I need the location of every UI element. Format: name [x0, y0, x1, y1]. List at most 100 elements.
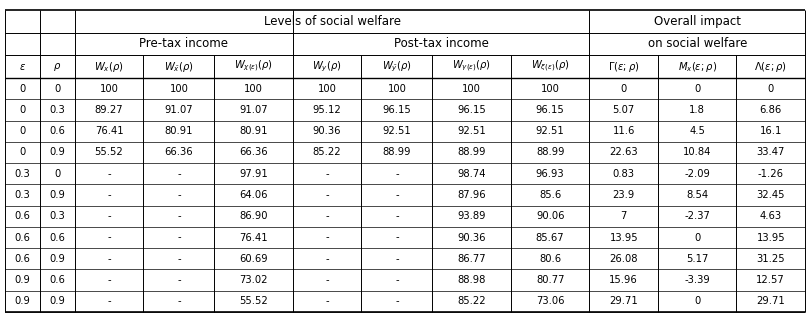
Text: 0: 0: [54, 169, 61, 179]
Text: 85.22: 85.22: [458, 296, 486, 306]
Text: 100: 100: [100, 84, 118, 94]
Text: 0.9: 0.9: [15, 296, 31, 306]
Text: 80.6: 80.6: [539, 254, 561, 264]
Text: 100: 100: [541, 84, 560, 94]
Text: $W_{\bar{x}}(\rho)$: $W_{\bar{x}}(\rho)$: [164, 60, 194, 74]
Text: 80.91: 80.91: [239, 126, 268, 136]
Text: 88.99: 88.99: [382, 147, 411, 158]
Text: 0.6: 0.6: [15, 233, 31, 243]
Text: 13.95: 13.95: [609, 233, 638, 243]
Text: -: -: [177, 254, 181, 264]
Text: -: -: [107, 211, 111, 221]
Text: 0.83: 0.83: [612, 169, 635, 179]
Text: 66.36: 66.36: [239, 147, 268, 158]
Text: 0: 0: [19, 147, 26, 158]
Text: 85.6: 85.6: [539, 190, 561, 200]
Text: 100: 100: [387, 84, 407, 94]
Text: 98.74: 98.74: [458, 169, 486, 179]
Text: -3.39: -3.39: [684, 275, 710, 285]
Text: 32.45: 32.45: [757, 190, 785, 200]
Text: -: -: [326, 275, 329, 285]
Text: -: -: [326, 296, 329, 306]
Text: 23.9: 23.9: [612, 190, 635, 200]
Text: 64.06: 64.06: [239, 190, 268, 200]
Text: -: -: [107, 233, 111, 243]
Text: $M_x(\epsilon;\rho)$: $M_x(\epsilon;\rho)$: [678, 60, 717, 74]
Text: 86.77: 86.77: [458, 254, 486, 264]
Text: 29.71: 29.71: [757, 296, 785, 306]
Text: $\rho$: $\rho$: [53, 61, 62, 73]
Text: 88.99: 88.99: [458, 147, 486, 158]
Text: 5.07: 5.07: [612, 105, 635, 115]
Text: $W_{\xi(\epsilon)}(\rho)$: $W_{\xi(\epsilon)}(\rho)$: [531, 59, 569, 74]
Text: -: -: [107, 169, 111, 179]
Text: 80.91: 80.91: [164, 126, 193, 136]
Text: 0: 0: [620, 84, 627, 94]
Text: -: -: [177, 190, 181, 200]
Text: 95.12: 95.12: [313, 105, 342, 115]
Text: -: -: [395, 233, 399, 243]
Text: -: -: [177, 296, 181, 306]
Text: 0.6: 0.6: [49, 126, 66, 136]
Text: 0.9: 0.9: [49, 254, 66, 264]
Text: 80.77: 80.77: [536, 275, 565, 285]
Text: 85.67: 85.67: [536, 233, 565, 243]
Text: 10.84: 10.84: [683, 147, 711, 158]
Text: 91.07: 91.07: [239, 105, 268, 115]
Text: 13.95: 13.95: [757, 233, 785, 243]
Text: 96.93: 96.93: [536, 169, 565, 179]
Text: 22.63: 22.63: [609, 147, 638, 158]
Text: 55.52: 55.52: [95, 147, 123, 158]
Text: 73.06: 73.06: [536, 296, 565, 306]
Text: -: -: [395, 275, 399, 285]
Text: -1.26: -1.26: [757, 169, 784, 179]
Text: 7: 7: [620, 211, 627, 221]
Text: Pre-tax income: Pre-tax income: [139, 37, 228, 50]
Text: 0.3: 0.3: [49, 105, 66, 115]
Text: $\epsilon$: $\epsilon$: [19, 61, 26, 72]
Text: $W_{\gamma(\epsilon)}(\rho)$: $W_{\gamma(\epsilon)}(\rho)$: [452, 59, 491, 74]
Text: -: -: [395, 169, 399, 179]
Text: -: -: [395, 211, 399, 221]
Text: 90.36: 90.36: [458, 233, 486, 243]
Text: -: -: [395, 190, 399, 200]
Text: 0: 0: [19, 126, 26, 136]
Text: 0.6: 0.6: [15, 211, 31, 221]
Text: 100: 100: [244, 84, 263, 94]
Text: 1.8: 1.8: [689, 105, 706, 115]
Text: 33.47: 33.47: [757, 147, 785, 158]
Text: Levels of social welfare: Levels of social welfare: [263, 15, 401, 28]
Text: Post-tax income: Post-tax income: [394, 37, 488, 50]
Text: -: -: [177, 169, 181, 179]
Text: 96.15: 96.15: [382, 105, 411, 115]
Text: 0.9: 0.9: [49, 296, 66, 306]
Text: 97.91: 97.91: [239, 169, 268, 179]
Text: $\Gamma(\epsilon;\rho)$: $\Gamma(\epsilon;\rho)$: [608, 60, 640, 74]
Text: 0: 0: [54, 84, 61, 94]
Text: 89.27: 89.27: [95, 105, 123, 115]
Text: 4.5: 4.5: [689, 126, 706, 136]
Text: 15.96: 15.96: [609, 275, 638, 285]
Text: -: -: [326, 233, 329, 243]
Text: -: -: [177, 233, 181, 243]
Text: -: -: [395, 296, 399, 306]
Text: 0.9: 0.9: [49, 147, 66, 158]
Text: 91.07: 91.07: [164, 105, 193, 115]
Text: 92.51: 92.51: [535, 126, 565, 136]
Text: 76.41: 76.41: [239, 233, 268, 243]
Text: -: -: [177, 275, 181, 285]
Text: $W_{\chi(\epsilon)}(\rho)$: $W_{\chi(\epsilon)}(\rho)$: [234, 59, 273, 74]
Text: -: -: [326, 211, 329, 221]
Text: $\Lambda(\epsilon;\rho)$: $\Lambda(\epsilon;\rho)$: [754, 60, 787, 74]
Text: 0: 0: [19, 84, 26, 94]
Text: 88.99: 88.99: [536, 147, 565, 158]
Text: -2.09: -2.09: [684, 169, 710, 179]
Text: 0.3: 0.3: [15, 190, 30, 200]
Text: 73.02: 73.02: [239, 275, 268, 285]
Text: -2.37: -2.37: [684, 211, 710, 221]
Text: -: -: [326, 254, 329, 264]
Text: -: -: [107, 296, 111, 306]
Text: 93.89: 93.89: [458, 211, 486, 221]
Text: 0.9: 0.9: [15, 275, 31, 285]
Text: 0.3: 0.3: [49, 211, 66, 221]
